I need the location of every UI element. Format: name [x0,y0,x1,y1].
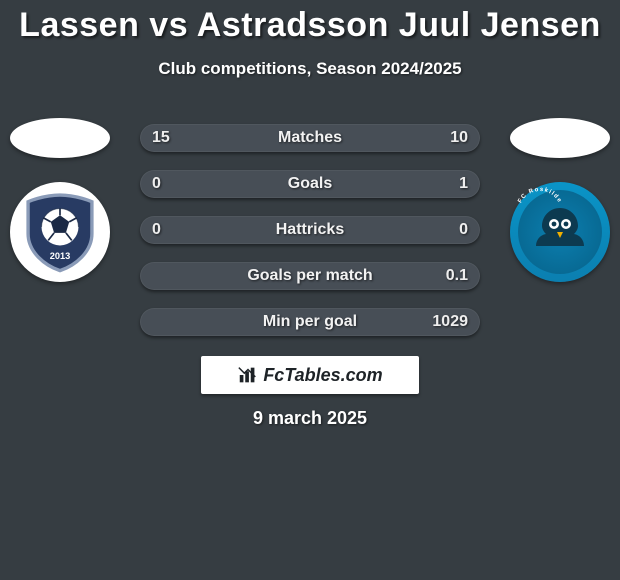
stat-label: Matches [278,129,342,147]
stat-label: Goals per match [247,267,372,285]
stat-label: Min per goal [263,313,357,331]
stat-right-value: 1029 [432,308,468,336]
stat-right-value: 0.1 [446,262,468,290]
roskilde-eagle-icon [530,202,590,262]
right-club-badge: FC Roskilde [510,182,610,282]
stat-left-value: 0 [152,170,161,198]
stat-label: Hattricks [276,221,344,239]
date-label: 9 march 2025 [0,408,620,429]
right-player-column: FC Roskilde [510,118,610,282]
stat-row-goals: 0 Goals 1 [140,170,480,198]
left-club-badge: 2013 [10,182,110,282]
subtitle: Club competitions, Season 2024/2025 [158,59,461,79]
stat-right-value: 10 [450,124,468,152]
stat-row-min-per-goal: Min per goal 1029 [140,308,480,336]
page-title: Lassen vs Astradsson Juul Jensen [19,6,601,45]
comparison-card: Lassen vs Astradsson Juul Jensen Club co… [0,0,620,580]
stat-row-matches: 15 Matches 10 [140,124,480,152]
left-flag [10,118,110,158]
bar-chart-icon [237,364,259,386]
stats-table: 15 Matches 10 0 Goals 1 0 Hattricks 0 Go… [140,124,480,336]
left-player-column: 2013 [10,118,110,282]
fctables-label: FcTables.com [263,365,382,386]
stat-left-value: 15 [152,124,170,152]
left-club-year: 2013 [50,251,71,261]
stat-row-goals-per-match: Goals per match 0.1 [140,262,480,290]
stat-right-value: 0 [459,216,468,244]
right-flag [510,118,610,158]
stat-row-hattricks: 0 Hattricks 0 [140,216,480,244]
stat-left-value: 0 [152,216,161,244]
vendsyssel-shield-icon: 2013 [18,190,102,274]
stat-label: Goals [288,175,332,193]
stat-right-value: 1 [459,170,468,198]
fctables-plate[interactable]: FcTables.com [201,356,419,394]
